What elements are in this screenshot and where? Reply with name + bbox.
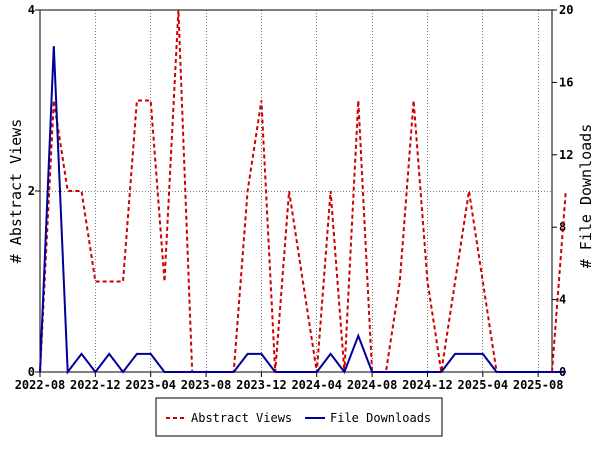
- x-tick-label: 2024-04: [291, 378, 342, 392]
- y-axis-right-title: # File Downloads: [577, 124, 595, 269]
- y-right-tick-label: 12: [559, 148, 573, 162]
- x-tick-label: 2022-08: [15, 378, 66, 392]
- legend-label-abstract-views: Abstract Views: [191, 411, 292, 425]
- x-tick-label: 2023-12: [236, 378, 287, 392]
- legend-box: [155, 397, 443, 437]
- x-tick-label: 2025-04: [458, 378, 509, 392]
- x-tick-label: 2023-04: [125, 378, 176, 392]
- series-line-file-downloads: [39, 46, 566, 375]
- x-tick-label: 2022-12: [70, 378, 121, 392]
- y-axis-left-title: # Abstract Views: [7, 119, 25, 264]
- x-tick-label: 2023-08: [181, 378, 232, 392]
- y-left-tick-label: 2: [28, 184, 35, 198]
- x-tick-label: 2024-12: [402, 378, 453, 392]
- series-lines: [39, 9, 567, 375]
- y-left-tick-label: 4: [28, 3, 35, 17]
- series-line-abstract-views: [39, 9, 567, 373]
- y-right-tick-label: 8: [559, 220, 566, 234]
- y-right-tick-label: 20: [559, 3, 573, 17]
- legend-label-file-downloads: File Downloads: [330, 411, 431, 425]
- legend: Abstract Views File Downloads: [155, 397, 443, 437]
- x-tick-label: 2024-08: [347, 378, 398, 392]
- y-right-tick-label: 4: [559, 293, 566, 307]
- x-tick-label: 2025-08: [513, 378, 564, 392]
- y-right-tick-label: 16: [559, 75, 573, 89]
- y-left-tick-label: 0: [28, 365, 35, 379]
